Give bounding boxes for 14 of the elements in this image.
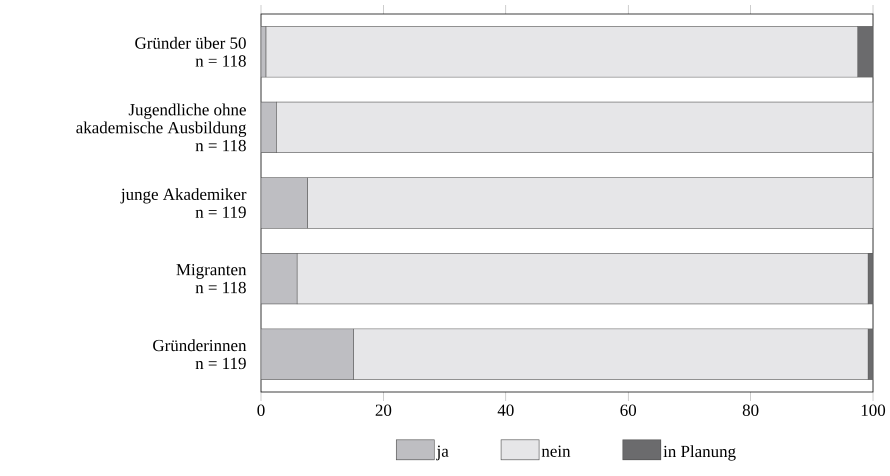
x-tick-label: 60 bbox=[620, 404, 636, 416]
y-tick-label: Migranten n = 118 bbox=[176, 264, 246, 294]
x-tick-label: 100 bbox=[862, 404, 886, 416]
x-tick-label: 40 bbox=[498, 404, 514, 416]
x-tick-label: 0 bbox=[257, 404, 265, 416]
x-tick-label: 80 bbox=[742, 404, 758, 416]
legend-label: ja bbox=[436, 445, 449, 460]
y-tick-label: Gründerinnen n = 119 bbox=[153, 339, 246, 370]
legend-label: in Planung bbox=[663, 445, 736, 461]
y-tick-label: Jugendliche ohne akademische Ausbildung n = 118 bbox=[76, 104, 246, 152]
y-tick-label: Gründer über 50 n = 118 bbox=[135, 36, 246, 67]
y-tick-label: junge Akademiker n = 119 bbox=[120, 188, 246, 218]
legend-label: nein bbox=[542, 445, 570, 457]
x-tick-label: 20 bbox=[376, 404, 392, 416]
